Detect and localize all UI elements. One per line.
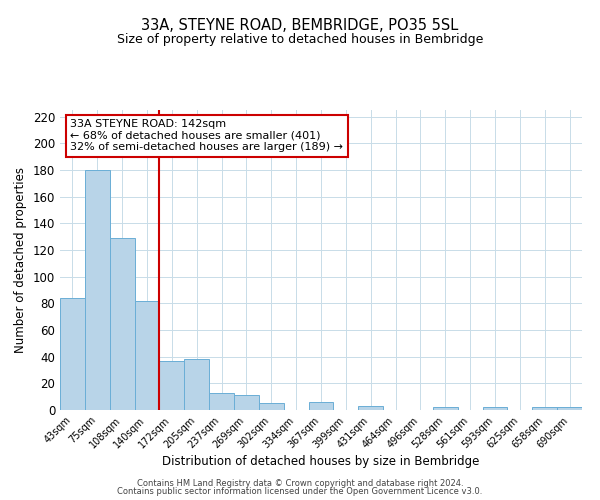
Bar [85,170,110,410]
Bar [184,360,209,410]
Text: Contains HM Land Registry data © Crown copyright and database right 2024.: Contains HM Land Registry data © Crown c… [137,478,463,488]
Bar [308,402,334,410]
Bar [234,396,259,410]
Y-axis label: Number of detached properties: Number of detached properties [14,167,27,353]
Bar [259,404,284,410]
Bar [209,392,234,410]
Text: 33A STEYNE ROAD: 142sqm
← 68% of detached houses are smaller (401)
32% of semi-d: 33A STEYNE ROAD: 142sqm ← 68% of detache… [70,119,343,152]
Bar [160,360,184,410]
Bar [134,300,160,410]
Text: 33A, STEYNE ROAD, BEMBRIDGE, PO35 5SL: 33A, STEYNE ROAD, BEMBRIDGE, PO35 5SL [142,18,458,32]
Text: Contains public sector information licensed under the Open Government Licence v3: Contains public sector information licen… [118,487,482,496]
Text: Size of property relative to detached houses in Bembridge: Size of property relative to detached ho… [117,32,483,46]
Bar [433,408,458,410]
Bar [60,298,85,410]
Bar [110,238,134,410]
Bar [557,408,582,410]
Bar [358,406,383,410]
Bar [532,408,557,410]
Bar [482,408,508,410]
X-axis label: Distribution of detached houses by size in Bembridge: Distribution of detached houses by size … [163,456,479,468]
